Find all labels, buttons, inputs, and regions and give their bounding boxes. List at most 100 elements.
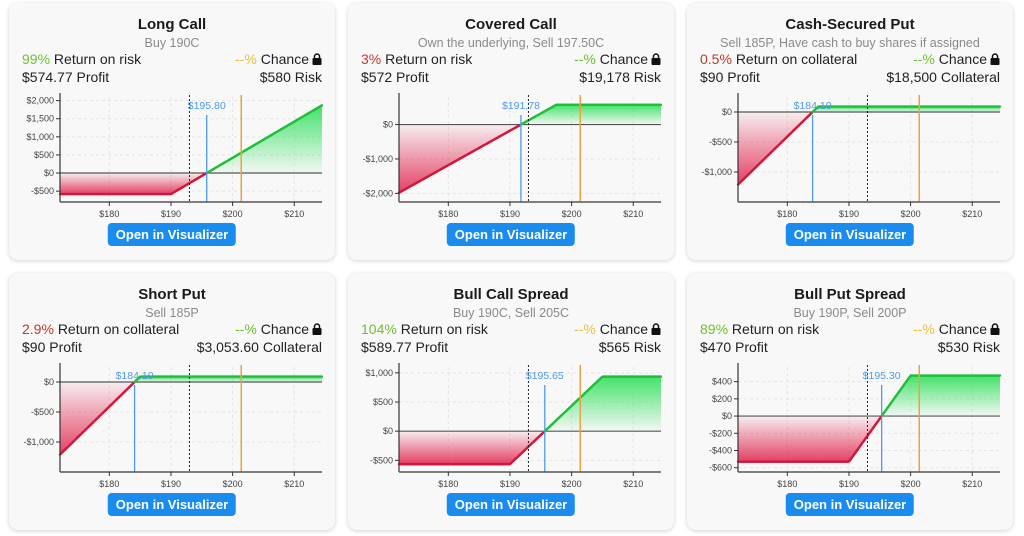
x-tick-label: $190 bbox=[500, 479, 520, 489]
open-visualizer-button[interactable]: Open in Visualizer bbox=[446, 493, 576, 516]
open-visualizer-button[interactable]: Open in Visualizer bbox=[107, 493, 237, 516]
breakeven-label: $195.65 bbox=[526, 370, 564, 382]
y-tick-label: -$1,000 bbox=[23, 437, 54, 447]
risk-value: $19,178 Risk bbox=[579, 69, 661, 85]
y-tick-label: $0 bbox=[722, 107, 732, 117]
strategy-subtitle: Sell 185P, Have cash to buy shares if as… bbox=[720, 36, 980, 50]
strategy-title: Covered Call bbox=[465, 16, 557, 33]
x-tick-label: $180 bbox=[99, 209, 119, 219]
profit-row: $589.77 Profit $565 Risk bbox=[361, 339, 661, 355]
strategy-title: Short Put bbox=[138, 286, 206, 303]
strategy-card: Long Call Buy 190C 99% Return on risk --… bbox=[9, 3, 335, 260]
profit-value: $589.77 Profit bbox=[361, 339, 449, 355]
strategy-title: Cash-Secured Put bbox=[785, 16, 915, 33]
payoff-svg: $195.80 -$500 $0 $500 $1,000 $1,500 $2,000 $180… bbox=[26, 93, 324, 219]
return-row: 0.5% Return on collateral --% Chance bbox=[700, 51, 1000, 67]
x-tick-label: $190 bbox=[839, 479, 859, 489]
lock-icon bbox=[651, 323, 661, 335]
x-tick-label: $210 bbox=[284, 209, 304, 219]
payoff-chart[interactable]: $191.78 -$2,000 -$1,000 $0 $180 $190 $200 $210 bbox=[348, 89, 674, 219]
x-tick-label: $210 bbox=[962, 209, 982, 219]
chance-metric[interactable]: --% Chance bbox=[235, 51, 322, 67]
y-tick-label: -$500 bbox=[31, 186, 54, 196]
return-row: 104% Return on risk --% Chance bbox=[361, 321, 661, 337]
breakeven-label: $184.10 bbox=[116, 370, 154, 382]
strategy-card: Short Put Sell 185P 2.9% Return on colla… bbox=[9, 273, 335, 530]
chance-metric[interactable]: --% Chance bbox=[574, 51, 661, 67]
chance-percent: --% bbox=[235, 51, 257, 67]
y-tick-label: $0 bbox=[722, 411, 732, 421]
open-visualizer-button[interactable]: Open in Visualizer bbox=[785, 493, 915, 516]
return-percent: 99% bbox=[22, 51, 51, 67]
y-tick-label: $0 bbox=[44, 377, 54, 387]
open-visualizer-button[interactable]: Open in Visualizer bbox=[446, 223, 576, 246]
y-tick-label: $0 bbox=[44, 168, 54, 178]
payoff-chart[interactable]: $195.80 -$500 $0 $500 $1,000 $1,500 $2,000 $180… bbox=[9, 89, 335, 219]
x-tick-label: $180 bbox=[777, 209, 797, 219]
y-tick-label: $2,000 bbox=[26, 96, 54, 106]
profit-value: $572 Profit bbox=[361, 69, 429, 85]
return-percent: 104% bbox=[361, 321, 397, 337]
x-tick-label: $210 bbox=[962, 479, 982, 489]
open-visualizer-button[interactable]: Open in Visualizer bbox=[107, 223, 237, 246]
lock-icon bbox=[312, 53, 322, 65]
profit-value: $574.77 Profit bbox=[22, 69, 110, 85]
return-metric: 3% Return on risk bbox=[361, 51, 472, 67]
strategy-subtitle: Sell 185P bbox=[145, 306, 199, 320]
x-tick-label: $210 bbox=[623, 479, 643, 489]
chance-metric[interactable]: --% Chance bbox=[574, 321, 661, 337]
y-tick-label: $1,500 bbox=[26, 114, 54, 124]
chance-metric[interactable]: --% Chance bbox=[235, 321, 322, 337]
payoff-chart[interactable]: $184.10 -$1,000 -$500 $0 $180 $190 $200 $210 bbox=[9, 359, 335, 489]
return-label: Return on risk bbox=[385, 51, 473, 67]
y-tick-label: -$500 bbox=[31, 407, 54, 417]
return-metric: 89% Return on risk bbox=[700, 321, 819, 337]
chance-label: Chance bbox=[938, 51, 987, 67]
open-visualizer-button[interactable]: Open in Visualizer bbox=[785, 223, 915, 246]
y-tick-label: $1,000 bbox=[365, 368, 393, 378]
chance-metric[interactable]: --% Chance bbox=[913, 51, 1000, 67]
payoff-chart[interactable]: $184.10 -$1,000 -$500 $0 $180 $190 $200 $210 bbox=[687, 89, 1013, 219]
y-tick-label: $500 bbox=[373, 397, 393, 407]
return-label: Return on risk bbox=[400, 321, 488, 337]
x-tick-label: $200 bbox=[223, 209, 243, 219]
x-tick-label: $190 bbox=[161, 209, 181, 219]
return-percent: 2.9% bbox=[22, 321, 54, 337]
breakeven-label: $195.30 bbox=[863, 370, 901, 382]
x-tick-label: $200 bbox=[562, 479, 582, 489]
strategy-title: Bull Call Spread bbox=[453, 286, 569, 303]
strategy-title: Long Call bbox=[137, 16, 207, 33]
y-tick-label: -$2,000 bbox=[362, 188, 393, 198]
y-tick-label: $400 bbox=[712, 377, 732, 387]
return-percent: 0.5% bbox=[700, 51, 732, 67]
risk-value: $580 Risk bbox=[259, 69, 322, 85]
payoff-svg: $195.30 -$600 -$400 -$200 $0 $200 $400 $180 $190… bbox=[709, 363, 1002, 489]
chance-percent: --% bbox=[235, 321, 257, 337]
profit-value: $470 Profit bbox=[700, 339, 768, 355]
y-tick-label: $1,000 bbox=[26, 132, 54, 142]
return-metric: 99% Return on risk bbox=[22, 51, 141, 67]
strategy-title: Bull Put Spread bbox=[794, 286, 906, 303]
chance-label: Chance bbox=[599, 51, 648, 67]
payoff-chart[interactable]: $195.30 -$600 -$400 -$200 $0 $200 $400 $180 $190… bbox=[687, 359, 1013, 489]
risk-value: $3,053.60 Collateral bbox=[196, 339, 322, 355]
lock-icon bbox=[990, 323, 1000, 335]
x-tick-label: $200 bbox=[901, 209, 921, 219]
return-metric: 2.9% Return on collateral bbox=[22, 321, 179, 337]
chance-metric[interactable]: --% Chance bbox=[913, 321, 1000, 337]
x-tick-label: $200 bbox=[223, 479, 243, 489]
y-tick-label: -$200 bbox=[709, 428, 732, 438]
chance-percent: --% bbox=[913, 51, 935, 67]
profit-value: $90 Profit bbox=[22, 339, 82, 355]
x-tick-label: $200 bbox=[901, 479, 921, 489]
payoff-svg: $195.65 -$500 $0 $500 $1,000 $180 $190 $200 $210 bbox=[365, 363, 663, 489]
lock-icon bbox=[651, 53, 661, 65]
y-tick-label: -$1,000 bbox=[701, 167, 732, 177]
x-tick-label: $190 bbox=[161, 479, 181, 489]
payoff-chart[interactable]: $195.65 -$500 $0 $500 $1,000 $180 $190 $200 $210 bbox=[348, 359, 674, 489]
strategy-subtitle: Buy 190C bbox=[144, 36, 200, 50]
x-tick-label: $180 bbox=[438, 209, 458, 219]
strategy-subtitle: Buy 190P, Sell 200P bbox=[793, 306, 907, 320]
breakeven-label: $191.78 bbox=[502, 100, 540, 112]
chance-percent: --% bbox=[913, 321, 935, 337]
